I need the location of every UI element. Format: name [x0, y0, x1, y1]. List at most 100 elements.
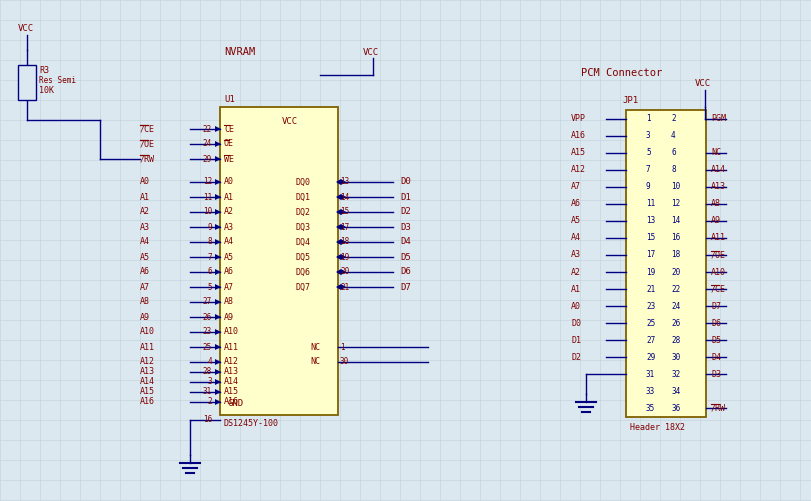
- Text: 26: 26: [671, 319, 680, 328]
- Text: A5: A5: [140, 253, 150, 262]
- Text: Header 18X2: Header 18X2: [630, 422, 685, 431]
- Text: A3: A3: [224, 222, 234, 231]
- Text: A7: A7: [571, 182, 581, 191]
- Text: 22: 22: [671, 285, 680, 294]
- Text: 31: 31: [646, 370, 655, 379]
- Text: 18: 18: [340, 237, 350, 246]
- Text: 22: 22: [203, 125, 212, 133]
- Text: 33: 33: [646, 387, 655, 396]
- Polygon shape: [215, 179, 221, 185]
- Text: A12: A12: [571, 165, 586, 174]
- Text: 26: 26: [203, 313, 212, 322]
- Text: A15: A15: [571, 148, 586, 157]
- Text: A0: A0: [571, 302, 581, 311]
- Text: 16: 16: [203, 415, 212, 424]
- Text: 1: 1: [340, 343, 345, 352]
- Text: D3: D3: [711, 370, 721, 379]
- Text: VCC: VCC: [363, 48, 379, 57]
- Text: 17: 17: [340, 222, 350, 231]
- Text: A15: A15: [140, 387, 155, 396]
- Text: 30: 30: [671, 353, 680, 362]
- Text: 32: 32: [671, 370, 680, 379]
- Text: A13: A13: [711, 182, 726, 191]
- Text: 19: 19: [646, 268, 655, 277]
- Text: D6: D6: [711, 319, 721, 328]
- Text: D0: D0: [400, 177, 410, 186]
- Polygon shape: [215, 254, 221, 260]
- Text: A7: A7: [140, 283, 150, 292]
- Text: 3: 3: [208, 377, 212, 386]
- Text: 21: 21: [340, 283, 350, 292]
- Text: A11: A11: [711, 233, 726, 242]
- Text: /CE: /CE: [711, 285, 726, 294]
- Text: 11: 11: [646, 199, 655, 208]
- Text: /CE: /CE: [140, 125, 155, 133]
- Polygon shape: [215, 239, 221, 245]
- Text: 9: 9: [646, 182, 650, 191]
- Text: 25: 25: [646, 319, 655, 328]
- Text: Res Semi: Res Semi: [39, 76, 76, 85]
- Text: /OE: /OE: [140, 139, 155, 148]
- Text: 12: 12: [671, 199, 680, 208]
- Text: A11: A11: [224, 343, 239, 352]
- Polygon shape: [336, 224, 341, 230]
- Polygon shape: [215, 359, 221, 365]
- Text: PGM: PGM: [711, 114, 726, 123]
- Polygon shape: [341, 224, 346, 230]
- Text: 5: 5: [646, 148, 650, 157]
- Polygon shape: [336, 194, 341, 200]
- Text: 24: 24: [203, 139, 212, 148]
- Text: NVRAM: NVRAM: [224, 47, 255, 57]
- Text: A0: A0: [140, 177, 150, 186]
- Text: D7: D7: [711, 302, 721, 311]
- Text: 36: 36: [671, 404, 680, 413]
- Text: 25: 25: [203, 343, 212, 352]
- Text: A16: A16: [140, 397, 155, 406]
- Text: VCC: VCC: [18, 24, 34, 33]
- Text: 7: 7: [208, 253, 212, 262]
- Polygon shape: [336, 179, 341, 185]
- Text: D6: D6: [400, 268, 410, 277]
- Text: A5: A5: [224, 253, 234, 262]
- Text: 28: 28: [203, 368, 212, 376]
- Text: WE: WE: [224, 154, 234, 163]
- Text: A4: A4: [571, 233, 581, 242]
- Text: DQ7: DQ7: [296, 283, 311, 292]
- Polygon shape: [341, 269, 346, 275]
- Text: A7: A7: [224, 283, 234, 292]
- Polygon shape: [336, 284, 341, 290]
- Polygon shape: [215, 299, 221, 305]
- Polygon shape: [215, 141, 221, 147]
- Text: 15: 15: [340, 207, 350, 216]
- Text: 29: 29: [203, 154, 212, 163]
- Text: 18: 18: [671, 250, 680, 260]
- Text: DQ6: DQ6: [296, 268, 311, 277]
- Text: A6: A6: [140, 268, 150, 277]
- Bar: [18, 65, 36, 100]
- Text: 10: 10: [203, 207, 212, 216]
- Polygon shape: [336, 269, 341, 275]
- Text: D1: D1: [571, 336, 581, 345]
- Text: 7: 7: [646, 165, 650, 174]
- Text: A9: A9: [711, 216, 721, 225]
- Text: A3: A3: [140, 222, 150, 231]
- Text: 34: 34: [671, 387, 680, 396]
- Text: NC: NC: [310, 358, 320, 367]
- Text: A13: A13: [140, 368, 155, 376]
- Bar: [626, 110, 706, 417]
- Text: 8: 8: [208, 237, 212, 246]
- Polygon shape: [215, 399, 221, 405]
- Polygon shape: [215, 329, 221, 335]
- Text: A8: A8: [711, 199, 721, 208]
- Text: A0: A0: [224, 177, 234, 186]
- Text: 14: 14: [671, 216, 680, 225]
- Text: 29: 29: [646, 353, 655, 362]
- Text: 14: 14: [340, 192, 350, 201]
- Polygon shape: [341, 209, 346, 215]
- Polygon shape: [341, 254, 346, 260]
- Text: A10: A10: [224, 328, 239, 337]
- Text: JP1: JP1: [622, 96, 638, 105]
- Text: 8: 8: [671, 165, 676, 174]
- Text: A14: A14: [140, 377, 155, 386]
- Polygon shape: [336, 239, 341, 245]
